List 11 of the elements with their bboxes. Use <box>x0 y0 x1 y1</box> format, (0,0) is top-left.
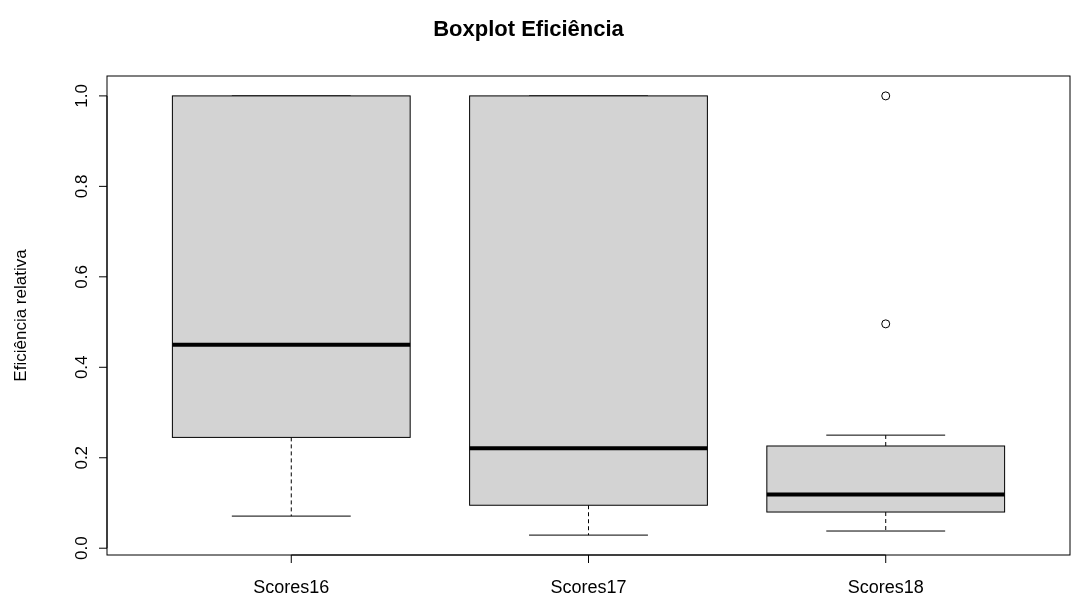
y-tick-label: 0.0 <box>72 536 91 561</box>
y-tick-label: 0.4 <box>72 355 91 380</box>
y-tick-label: 0.8 <box>72 174 91 199</box>
y-tick-label: 1.0 <box>72 84 91 108</box>
x-tick-label: Scores16 <box>253 577 330 597</box>
y-tick-label: 0.6 <box>72 265 91 289</box>
y-tick-label: 0.2 <box>72 445 91 470</box>
x-tick-label: Scores17 <box>550 577 627 597</box>
y-axis-title: Eficiência relativa <box>11 248 30 382</box>
x-tick-label: Scores18 <box>847 577 924 597</box>
chart-title: Boxplot Eficiência <box>433 16 625 41</box>
